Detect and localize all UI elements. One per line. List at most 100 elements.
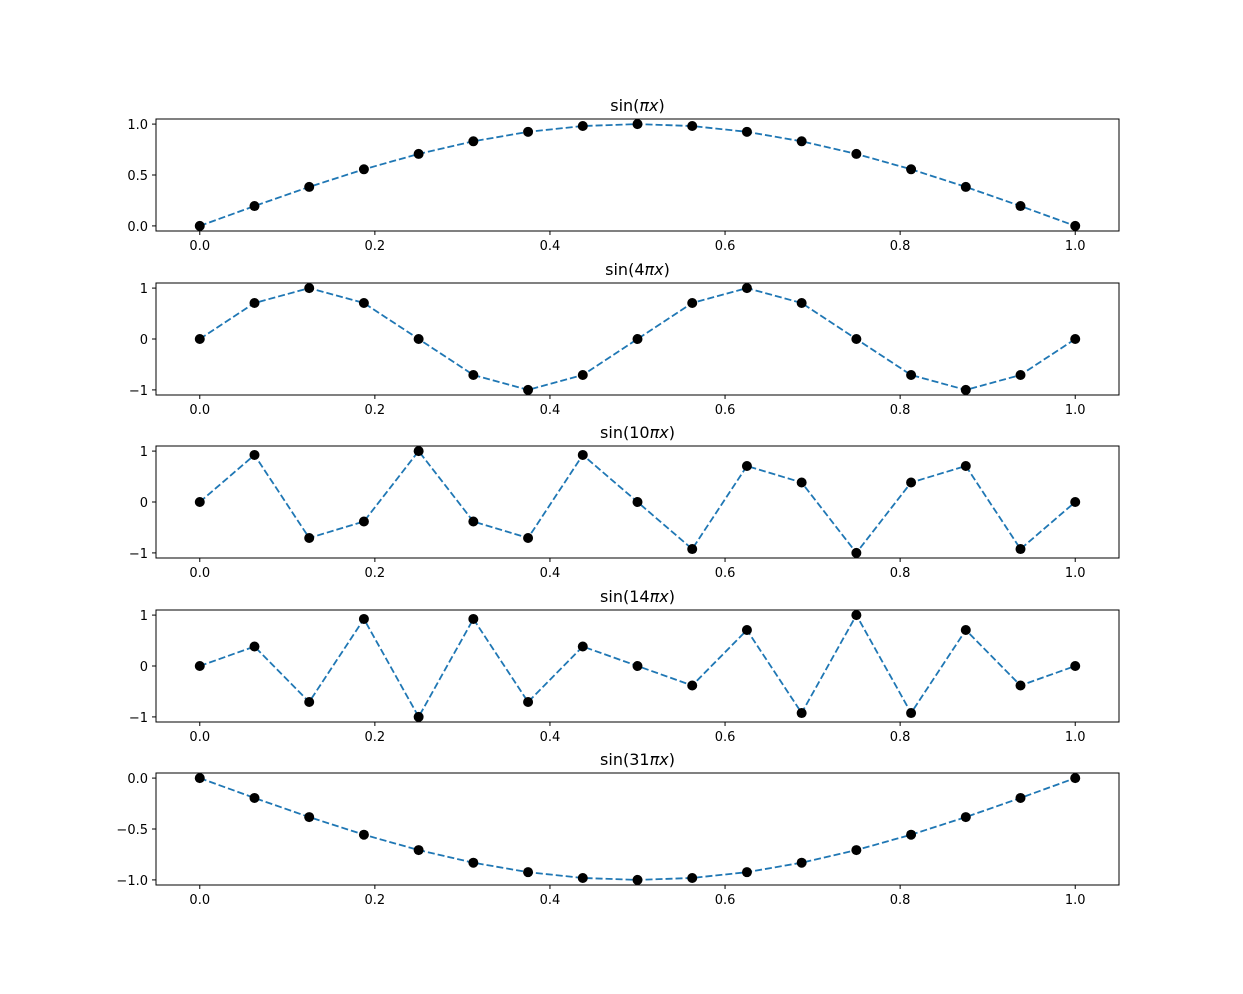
data-point <box>1070 497 1081 507</box>
y-tick-label: 1 <box>140 445 148 460</box>
title-suffix: ) <box>664 260 670 279</box>
data-point <box>906 164 917 175</box>
data-point <box>851 845 862 856</box>
data-point <box>851 148 862 159</box>
x-tick-label: 0.0 <box>189 893 210 908</box>
data-point <box>1070 661 1081 671</box>
data-point <box>741 283 752 294</box>
data-point <box>577 121 588 132</box>
data-point <box>304 283 315 294</box>
data-point <box>632 497 643 507</box>
data-point <box>741 126 752 137</box>
data-point <box>413 148 424 159</box>
title-math-symbols: πx <box>650 587 670 606</box>
x-tick-label: 0.6 <box>715 893 736 908</box>
subplot-title: sin(31πx) <box>600 750 675 769</box>
y-tick-label: 1 <box>140 609 148 624</box>
title-math-symbols: πx <box>645 260 665 279</box>
title-coefficient: 14 <box>629 587 649 606</box>
data-point <box>851 334 862 344</box>
data-point <box>960 461 971 472</box>
data-point <box>194 334 205 344</box>
data-point <box>1015 544 1026 555</box>
data-point <box>906 477 917 488</box>
title-math-symbols: πx <box>639 96 659 115</box>
title-math-symbols: πx <box>650 423 670 442</box>
data-point <box>249 449 260 460</box>
data-point <box>523 126 534 137</box>
data-point <box>687 121 698 132</box>
data-point <box>577 641 588 652</box>
data-point <box>413 446 424 457</box>
data-point <box>687 680 698 691</box>
x-tick-label: 0.4 <box>540 893 561 908</box>
x-tick-label: 0.2 <box>365 239 386 254</box>
axes-frame <box>155 445 1120 559</box>
x-tick-label: 0.4 <box>540 566 561 581</box>
data-point <box>249 201 260 212</box>
data-point <box>851 547 862 558</box>
x-tick-label: 0.6 <box>715 730 736 745</box>
data-point <box>413 845 424 856</box>
subplot-4: sin(14πx) 0.0 0.2 0.4 0.6 0.8 1.0 −1 0 1 <box>129 587 1120 745</box>
y-tick-label: 0 <box>140 496 148 511</box>
title-coefficient: 10 <box>629 423 649 442</box>
data-point <box>304 181 315 192</box>
subplot-title: sin(10πx) <box>600 423 675 442</box>
series-line <box>199 777 1076 881</box>
y-tick-label: 0.0 <box>127 772 148 787</box>
data-point <box>523 696 534 707</box>
data-point <box>194 220 205 231</box>
y-tick-label: −1.0 <box>116 874 148 889</box>
x-tick-label: 0.4 <box>540 403 561 418</box>
data-point <box>960 181 971 192</box>
subplot-1: sin(πx) 0.0 0.2 0.4 0.6 0.8 1.0 0.0 0.5 1.0 <box>127 96 1120 254</box>
data-point <box>468 613 479 624</box>
title-suffix: ) <box>659 96 665 115</box>
x-tick-label: 0.2 <box>365 893 386 908</box>
x-tick-label: 0.2 <box>365 566 386 581</box>
title-coefficient: 4 <box>634 260 644 279</box>
data-point <box>796 136 807 147</box>
data-point <box>960 812 971 823</box>
x-tick-label: 1.0 <box>1065 730 1086 745</box>
axes-frame <box>155 772 1120 886</box>
title-suffix: ) <box>669 423 675 442</box>
x-tick-label: 0.6 <box>715 403 736 418</box>
title-prefix: sin( <box>600 750 629 769</box>
data-point <box>304 812 315 823</box>
axes-frame <box>155 282 1120 396</box>
data-point <box>741 867 752 878</box>
data-point <box>413 334 424 344</box>
data-point <box>249 641 260 652</box>
x-tick-label: 1.0 <box>1065 403 1086 418</box>
subplot-title: sin(4πx) <box>605 260 670 279</box>
y-tick-label: −1 <box>129 384 148 399</box>
data-point <box>577 449 588 460</box>
data-point <box>741 461 752 472</box>
title-prefix: sin( <box>600 423 629 442</box>
data-point <box>687 544 698 555</box>
x-tick-label: 1.0 <box>1065 566 1086 581</box>
y-tick-label: −1 <box>129 547 148 562</box>
data-point <box>796 298 807 309</box>
data-point <box>358 829 369 840</box>
data-point <box>632 661 643 671</box>
data-point <box>906 829 917 840</box>
data-point <box>960 384 971 395</box>
series-line <box>199 123 1076 227</box>
series-line <box>199 287 1076 391</box>
title-prefix: sin( <box>610 96 639 115</box>
data-point <box>687 298 698 309</box>
data-point <box>632 334 643 344</box>
data-point <box>796 857 807 868</box>
subplot-3: sin(10πx) 0.0 0.2 0.4 0.6 0.8 1.0 −1 0 1 <box>129 423 1120 581</box>
data-point <box>632 874 643 885</box>
data-point <box>1015 680 1026 691</box>
data-point <box>851 610 862 621</box>
title-suffix: ) <box>669 587 675 606</box>
data-point <box>577 872 588 883</box>
y-tick-label: 0 <box>140 333 148 348</box>
data-point <box>906 369 917 380</box>
x-tick-label: 0.0 <box>189 403 210 418</box>
